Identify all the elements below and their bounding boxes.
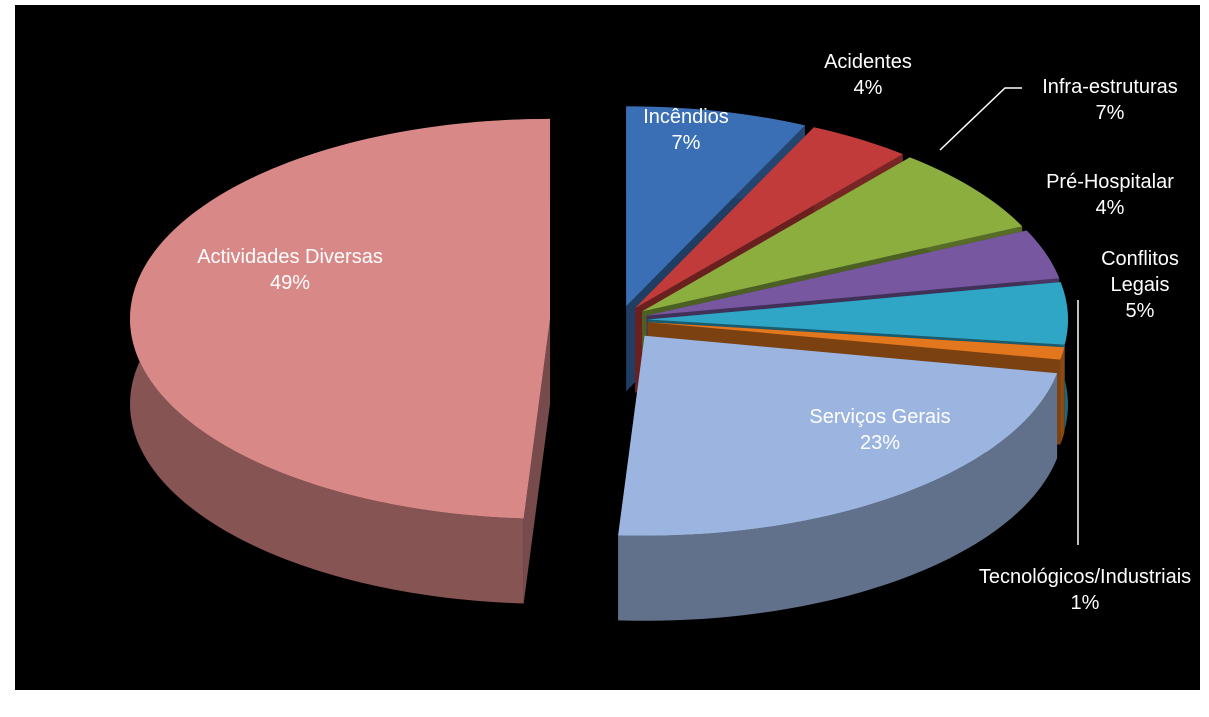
data-label: Pré-Hospitalar 4% — [1010, 169, 1209, 221]
category-label: Acidentes — [824, 51, 912, 73]
value-label: 4% — [853, 77, 883, 99]
slice — [635, 127, 903, 309]
slice-side — [523, 318, 551, 604]
slice — [626, 106, 805, 307]
slice — [646, 230, 1060, 316]
slice-wall — [1060, 347, 1065, 445]
slice — [647, 322, 1065, 360]
data-label: Infra-estruturas 7% — [1010, 74, 1209, 126]
category-label: Pré-Hospitalar — [1046, 171, 1174, 193]
data-label: Tecnológicos/Industriais 1% — [973, 564, 1198, 616]
data-label: Acidentes 4% — [798, 49, 938, 101]
category-label: Infra-estruturas — [1042, 76, 1178, 98]
category-label: Serviços Gerais — [809, 406, 951, 428]
value-label: 49% — [269, 272, 311, 294]
slice — [647, 282, 1068, 345]
category-label: Conflitos Legais — [1101, 248, 1179, 296]
slice — [618, 335, 1058, 536]
category-label: Incêndios — [643, 106, 729, 128]
value-label: 23% — [859, 432, 901, 454]
data-label: Actividades Diversas 49% — [160, 244, 420, 296]
leader-line — [939, 87, 1022, 151]
data-label: Conflitos Legais 5% — [1090, 246, 1190, 324]
data-label: Serviços Gerais 23% — [780, 404, 980, 456]
slice-wall — [618, 373, 1058, 621]
value-label: 7% — [671, 132, 701, 154]
value-label: 7% — [1095, 102, 1125, 124]
category-label: Tecnológicos/Industriais — [978, 566, 1192, 588]
slice — [642, 157, 1023, 312]
value-label: 5% — [1125, 300, 1155, 322]
category-label: Actividades Diversas — [197, 246, 383, 268]
data-label: Incêndios 7% — [616, 104, 756, 156]
value-label: 1% — [1070, 592, 1100, 614]
value-label: 4% — [1095, 197, 1125, 219]
slice — [130, 118, 551, 519]
